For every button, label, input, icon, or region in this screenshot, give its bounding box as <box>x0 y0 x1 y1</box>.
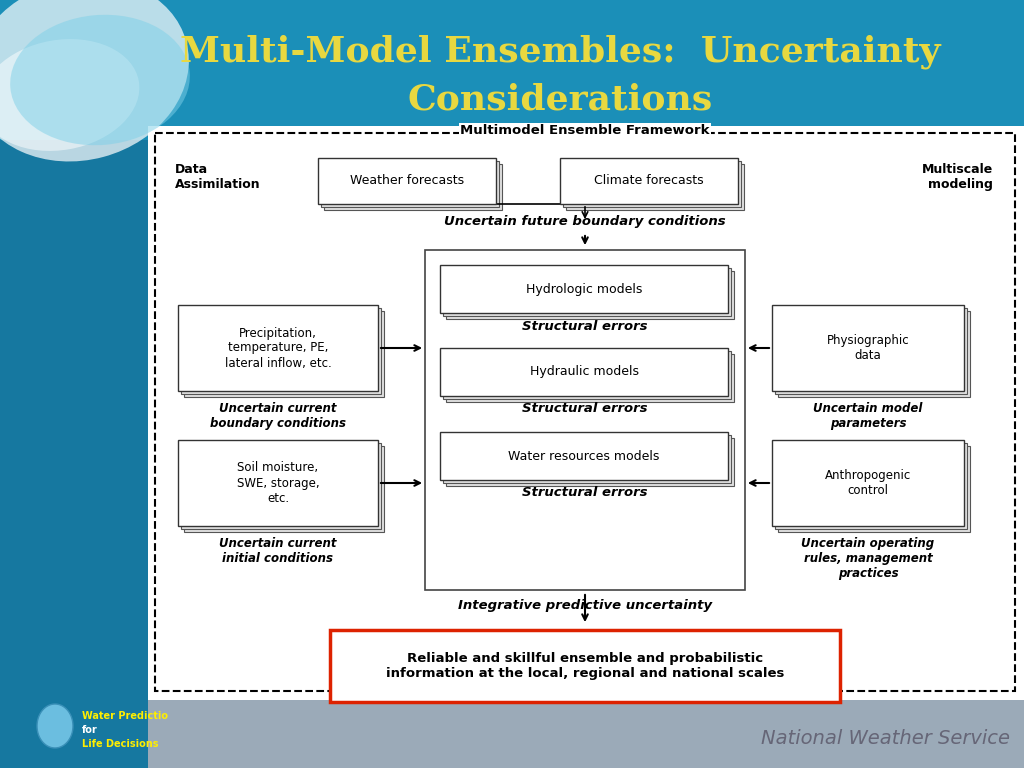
Text: Uncertain current
boundary conditions: Uncertain current boundary conditions <box>210 402 346 430</box>
Polygon shape <box>37 704 73 748</box>
Bar <box>184 311 384 397</box>
Text: Anthropogenic
control: Anthropogenic control <box>825 469 911 497</box>
Text: Data
Assimilation: Data Assimilation <box>175 163 261 191</box>
Text: Hydraulic models: Hydraulic models <box>529 366 639 379</box>
Bar <box>318 158 496 204</box>
Ellipse shape <box>0 0 188 161</box>
Bar <box>181 308 381 394</box>
Bar <box>778 311 970 397</box>
Bar <box>181 443 381 529</box>
Text: Uncertain future boundary conditions: Uncertain future boundary conditions <box>444 216 726 229</box>
Bar <box>563 161 741 207</box>
Bar <box>425 250 745 590</box>
Bar <box>566 164 744 210</box>
Bar <box>778 446 970 532</box>
Ellipse shape <box>10 15 189 145</box>
Bar <box>324 164 502 210</box>
Bar <box>321 161 499 207</box>
Text: Hydrologic models: Hydrologic models <box>525 283 642 296</box>
Bar <box>443 435 731 483</box>
Text: Multimodel Ensemble Framework: Multimodel Ensemble Framework <box>460 124 710 137</box>
Bar <box>0 0 1024 140</box>
Bar <box>178 305 378 391</box>
Bar <box>772 440 964 526</box>
Bar <box>446 271 734 319</box>
Text: Uncertain current
initial conditions: Uncertain current initial conditions <box>219 537 337 565</box>
Bar <box>0 140 148 700</box>
Bar <box>443 351 731 399</box>
Text: Uncertain model
parameters: Uncertain model parameters <box>813 402 923 430</box>
Bar <box>443 268 731 316</box>
Bar <box>446 438 734 486</box>
Text: National Weather Service: National Weather Service <box>761 729 1010 747</box>
Text: Structural errors: Structural errors <box>522 402 648 415</box>
Text: Soil moisture,
SWE, storage,
etc.: Soil moisture, SWE, storage, etc. <box>237 462 319 505</box>
Text: Considerations: Considerations <box>408 83 713 117</box>
Text: Uncertain operating
rules, management
practices: Uncertain operating rules, management pr… <box>802 537 935 580</box>
Bar <box>772 305 964 391</box>
Text: Physiographic
data: Physiographic data <box>826 334 909 362</box>
Text: Weather forecasts: Weather forecasts <box>350 174 464 187</box>
Text: Integrative predictive uncertainty: Integrative predictive uncertainty <box>458 598 712 611</box>
Bar <box>440 265 728 313</box>
Text: Climate forecasts: Climate forecasts <box>594 174 703 187</box>
Text: for: for <box>82 725 97 735</box>
Text: Precipitation,
temperature, PE,
lateral inflow, etc.: Precipitation, temperature, PE, lateral … <box>224 326 332 369</box>
Bar <box>0 700 1024 768</box>
Bar <box>440 348 728 396</box>
Bar <box>440 432 728 480</box>
Bar <box>775 443 967 529</box>
Text: Multi-Model Ensembles:  Uncertainty: Multi-Model Ensembles: Uncertainty <box>180 35 940 69</box>
Bar <box>178 440 378 526</box>
Text: Multiscale
modeling: Multiscale modeling <box>922 163 993 191</box>
Text: Life Decisions: Life Decisions <box>82 739 159 749</box>
Bar <box>446 354 734 402</box>
Text: Structural errors: Structural errors <box>522 485 648 498</box>
Ellipse shape <box>0 39 139 151</box>
Text: Water resources models: Water resources models <box>508 449 659 462</box>
Text: Water Predictio: Water Predictio <box>82 711 168 721</box>
Text: Structural errors: Structural errors <box>522 319 648 333</box>
Bar <box>775 308 967 394</box>
Bar <box>148 126 1024 700</box>
Bar <box>0 700 148 768</box>
Bar <box>330 630 840 702</box>
Bar <box>560 158 738 204</box>
Bar <box>184 446 384 532</box>
Text: Reliable and skillful ensemble and probabilistic
information at the local, regio: Reliable and skillful ensemble and proba… <box>386 652 784 680</box>
